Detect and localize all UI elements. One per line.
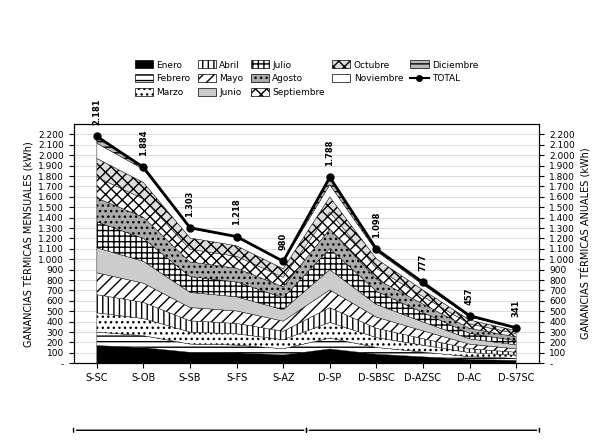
Text: 1.218: 1.218 — [232, 199, 241, 225]
Y-axis label: GANANCIAS TÉRMICAS MENSUALES (kWh): GANANCIAS TÉRMICAS MENSUALES (kWh) — [22, 141, 34, 346]
Legend: Enero, Febrero, Marzo, Abril, Mayo, Junio, Julio, Agosto, Septiembre, Octubre, N: Enero, Febrero, Marzo, Abril, Mayo, Juni… — [131, 57, 482, 101]
Text: 2.181: 2.181 — [93, 99, 101, 125]
Text: 1.303: 1.303 — [186, 190, 194, 217]
Text: 341: 341 — [512, 299, 520, 317]
Text: 1.788: 1.788 — [326, 140, 334, 166]
Text: 1.884: 1.884 — [139, 130, 148, 156]
Text: 777: 777 — [419, 254, 427, 271]
Y-axis label: GANANCIAS TÉRMICAS ANUALES (kWh): GANANCIAS TÉRMICAS ANUALES (kWh) — [579, 148, 591, 339]
Text: 457: 457 — [465, 287, 474, 305]
Text: 980: 980 — [279, 233, 287, 250]
Text: 1.098: 1.098 — [372, 212, 381, 238]
